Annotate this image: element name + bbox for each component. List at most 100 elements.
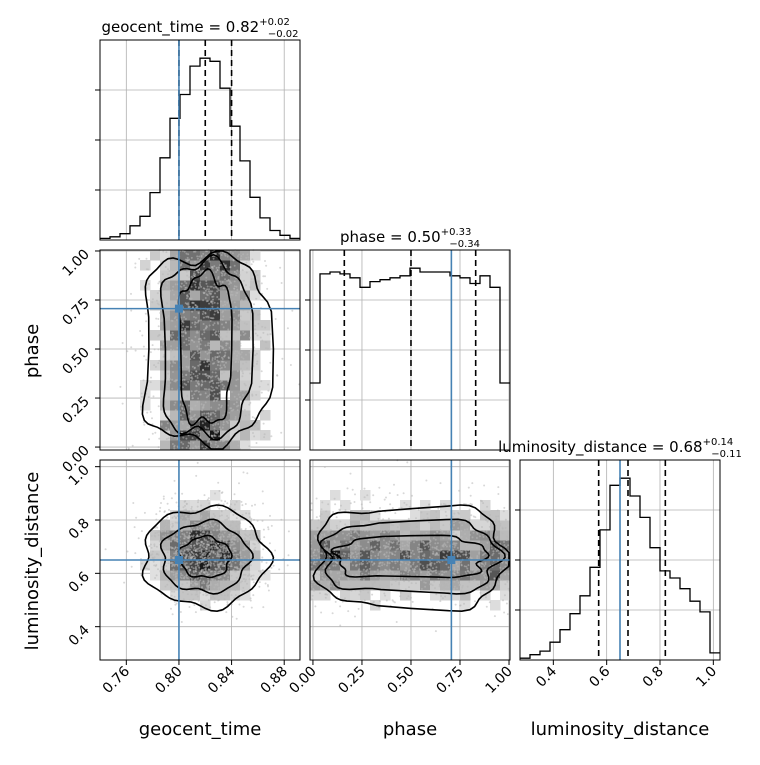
sample-point xyxy=(151,417,153,420)
sample-point xyxy=(191,397,194,400)
sample-point xyxy=(170,540,173,543)
sample-point xyxy=(196,382,199,384)
sample-point xyxy=(184,318,187,320)
sample-point xyxy=(349,534,352,537)
sample-point xyxy=(411,549,414,552)
sample-point xyxy=(183,541,186,544)
sample-point xyxy=(209,317,212,319)
sample-point xyxy=(209,344,212,347)
sample-point xyxy=(167,314,170,317)
sample-point xyxy=(267,585,269,588)
density-cell xyxy=(260,340,271,351)
sample-point xyxy=(188,606,191,608)
sample-point xyxy=(367,527,370,530)
sample-point xyxy=(188,297,191,300)
sample-point xyxy=(235,357,238,360)
sample-point xyxy=(157,318,160,320)
sample-point xyxy=(339,605,342,608)
sample-point xyxy=(218,555,221,558)
density-cell xyxy=(390,520,401,531)
sample-point xyxy=(341,555,344,557)
sample-point xyxy=(416,565,419,568)
sample-point xyxy=(242,309,245,312)
density-cell xyxy=(180,410,191,421)
sample-point xyxy=(200,533,203,536)
sample-point xyxy=(126,350,129,353)
sample-point xyxy=(224,519,227,521)
sample-point xyxy=(381,561,384,564)
sample-point xyxy=(503,594,506,597)
density-cell xyxy=(230,570,241,581)
density-cell xyxy=(350,550,361,561)
sample-point xyxy=(205,570,207,573)
sample-point xyxy=(220,514,223,517)
sample-point xyxy=(218,553,220,556)
sample-point xyxy=(222,310,224,313)
sample-point xyxy=(191,437,194,440)
sample-point xyxy=(219,318,222,321)
sample-point xyxy=(506,580,509,583)
density-cell xyxy=(210,280,221,291)
sample-point xyxy=(179,403,182,406)
sample-point xyxy=(464,570,467,573)
sample-point xyxy=(242,253,245,256)
density-cell xyxy=(240,360,251,371)
density-cell xyxy=(250,330,261,341)
sample-point xyxy=(195,321,198,324)
density-cell xyxy=(250,370,261,381)
sample-point xyxy=(252,260,255,263)
sample-point xyxy=(208,388,211,391)
hist-panel-geocent_time xyxy=(95,39,301,241)
density-cell xyxy=(400,560,411,571)
sample-point xyxy=(160,423,163,426)
sample-point xyxy=(267,589,270,592)
sample-point xyxy=(226,594,229,597)
sample-point xyxy=(211,375,214,378)
density-cell xyxy=(170,540,181,551)
sample-point xyxy=(152,395,155,398)
sample-point xyxy=(185,565,188,568)
sample-point xyxy=(202,316,205,319)
sample-point xyxy=(170,336,173,339)
sample-point xyxy=(158,280,161,283)
sample-point xyxy=(194,390,197,393)
sample-point xyxy=(249,564,252,567)
sample-point xyxy=(219,367,222,370)
sample-point xyxy=(241,590,244,593)
sample-point xyxy=(226,515,229,517)
sample-point xyxy=(237,440,240,443)
sample-point xyxy=(243,382,246,385)
sample-point xyxy=(444,544,447,546)
sample-point xyxy=(184,553,187,556)
sample-point xyxy=(170,319,173,322)
sample-point xyxy=(233,538,235,540)
sample-point xyxy=(231,293,234,296)
sample-point xyxy=(445,545,448,548)
sample-point xyxy=(385,572,388,575)
sample-point xyxy=(196,376,199,379)
sample-point xyxy=(463,528,466,531)
sample-point xyxy=(189,358,192,361)
sample-point xyxy=(392,524,395,527)
sample-point xyxy=(486,520,489,523)
sample-point xyxy=(189,556,192,559)
sample-point xyxy=(504,527,507,529)
sample-point xyxy=(331,531,334,534)
density-cell xyxy=(170,320,181,331)
sample-point xyxy=(461,595,464,598)
sample-point xyxy=(280,282,283,284)
sample-point xyxy=(210,406,213,409)
sample-point xyxy=(197,397,200,400)
sample-point xyxy=(342,532,344,535)
sample-point xyxy=(336,580,339,583)
sample-point xyxy=(221,337,224,340)
sample-point xyxy=(223,274,226,277)
sample-point xyxy=(227,279,230,282)
sample-point xyxy=(255,362,258,365)
sample-point xyxy=(207,365,210,368)
sample-point xyxy=(399,595,402,598)
sample-point xyxy=(459,583,461,586)
sample-point xyxy=(127,447,130,450)
sample-point xyxy=(194,250,197,253)
sample-point xyxy=(218,391,221,394)
